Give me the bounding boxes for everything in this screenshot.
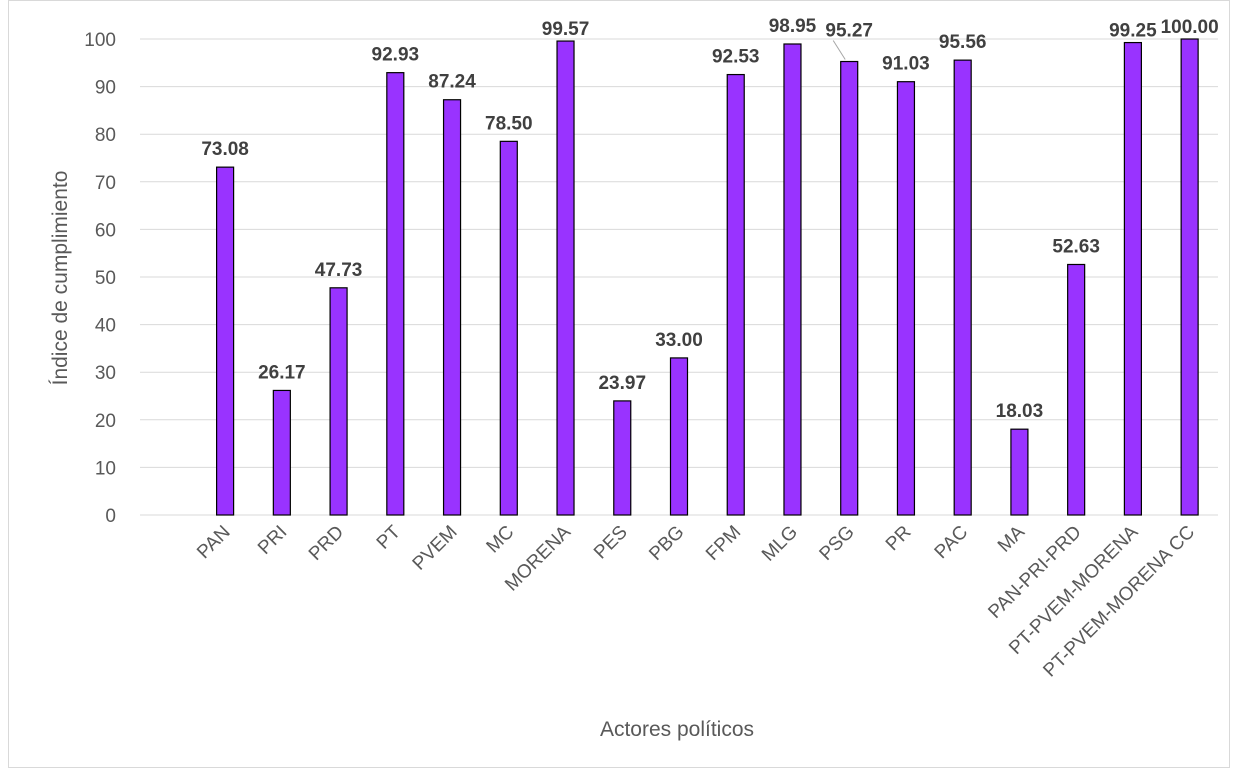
x-tick-label: PT — [373, 521, 405, 553]
y-axis-title: Índice de cumplimiento — [49, 171, 72, 386]
x-tick-label: MC — [483, 522, 519, 558]
x-tick-label: PR — [882, 522, 916, 556]
bar-pac — [953, 59, 972, 516]
data-label: 95.56 — [939, 32, 987, 53]
bar-pt — [386, 72, 405, 516]
y-tick-label: 100 — [84, 30, 116, 51]
y-tick-label: 30 — [95, 363, 116, 384]
bar-mc — [499, 140, 518, 516]
x-tick-label: FPM — [702, 522, 745, 565]
y-tick-label: 80 — [95, 125, 116, 146]
data-label: 78.50 — [485, 113, 533, 134]
data-label: 92.53 — [712, 47, 760, 68]
bar-pan-pri-prd — [1067, 263, 1086, 516]
y-tick-label: 50 — [95, 268, 116, 289]
y-tick-label: 20 — [95, 411, 116, 432]
y-tick-label: 0 — [105, 506, 116, 527]
bar-pt-pvem-morena — [1123, 41, 1142, 516]
chart-frame — [8, 0, 1230, 768]
bar-pan — [216, 166, 235, 516]
bar-mlg — [783, 43, 802, 516]
x-tick-label: MLG — [758, 522, 802, 566]
data-label: 98.95 — [769, 16, 817, 37]
data-label: 100.00 — [1161, 17, 1219, 38]
x-tick-label: PES — [590, 522, 632, 564]
x-tick-label: PRD — [305, 522, 348, 565]
bar-ma — [1010, 428, 1029, 516]
x-axis-title: Actores políticos — [600, 718, 754, 741]
bar-psg — [840, 60, 859, 516]
data-label: 73.08 — [201, 139, 249, 160]
x-tick-label: PRI — [254, 522, 291, 559]
data-label: 47.73 — [315, 260, 363, 281]
x-tick-label: PAC — [931, 522, 972, 563]
bar-prd — [329, 287, 348, 516]
x-tick-label: PVEM — [409, 522, 462, 575]
x-tick-label: PAN — [193, 522, 234, 563]
data-label: 33.00 — [655, 330, 703, 351]
bar-pt-pvem-morena-cc — [1180, 38, 1199, 516]
bars — [216, 38, 1199, 516]
bar-pvem — [442, 99, 462, 516]
bar-pr — [896, 81, 916, 516]
data-label: 95.27 — [825, 21, 873, 42]
bar-pri — [272, 389, 291, 516]
data-label: 99.57 — [542, 19, 590, 40]
bar-pbg — [669, 357, 689, 516]
y-tick-label: 70 — [95, 173, 116, 194]
x-tick-label: PSG — [816, 522, 859, 565]
data-label: 92.93 — [372, 45, 420, 66]
data-labels: 73.08 26.17 47.73 92.93 87.24 78.50 99.57 23.97… — [201, 16, 1218, 422]
data-label: 91.03 — [882, 54, 930, 75]
y-tick-labels: 0 10 20 30 40 50 60 70 80 90 100 — [84, 30, 116, 527]
bar-fpm — [726, 73, 745, 516]
data-label: 18.03 — [996, 401, 1044, 422]
bar-pes — [613, 400, 632, 516]
data-label: 87.24 — [428, 72, 476, 93]
data-label: 52.63 — [1052, 236, 1100, 257]
y-tick-label: 40 — [95, 316, 116, 337]
y-tick-label: 10 — [95, 458, 116, 479]
bar-morena — [556, 40, 575, 516]
x-tick-label: PBG — [645, 522, 688, 565]
data-label: 26.17 — [258, 362, 306, 383]
y-tick-label: 60 — [95, 220, 116, 241]
data-label-leader-line — [832, 40, 846, 60]
data-label: 23.97 — [598, 373, 646, 394]
y-tick-label: 90 — [95, 78, 116, 99]
x-tick-label: MA — [994, 521, 1029, 556]
gridlines — [140, 38, 1218, 516]
data-label: 99.25 — [1109, 21, 1157, 42]
